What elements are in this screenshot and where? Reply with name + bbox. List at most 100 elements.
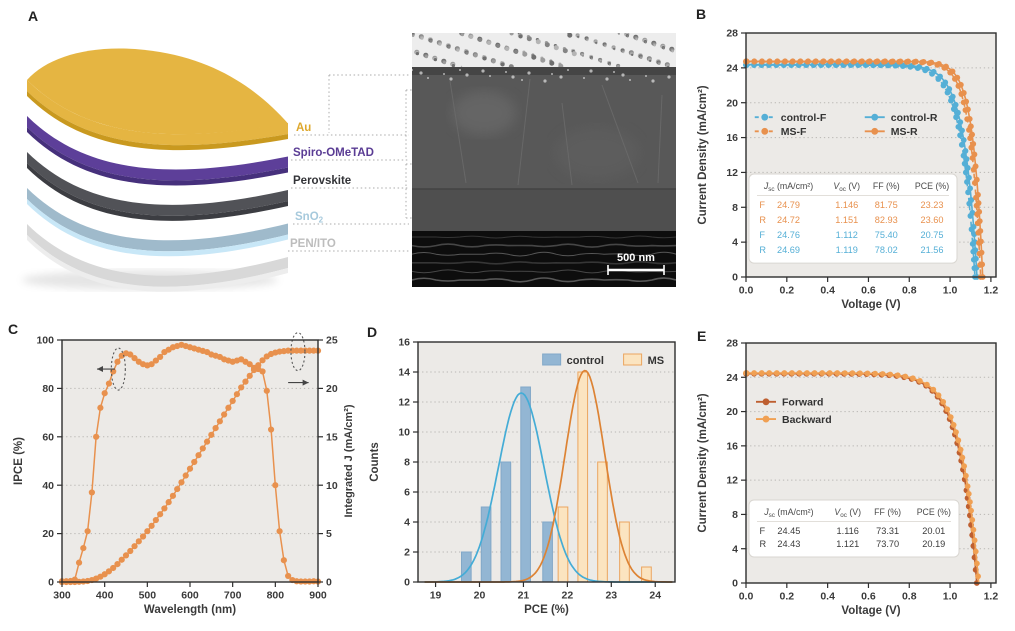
svg-text:Spiro-OMeTAD: Spiro-OMeTAD (293, 147, 374, 159)
svg-text:12: 12 (726, 475, 738, 487)
svg-text:8: 8 (732, 202, 738, 214)
svg-text:control-R: control-R (891, 112, 938, 124)
svg-text:25: 25 (326, 335, 338, 347)
svg-text:R: R (759, 245, 766, 255)
panel-c-letter: C (8, 321, 19, 337)
svg-text:21: 21 (518, 590, 530, 602)
svg-text:0.8: 0.8 (902, 591, 917, 603)
svg-text:23.23: 23.23 (921, 200, 944, 210)
svg-text:0: 0 (326, 577, 332, 589)
svg-text:28: 28 (726, 338, 738, 350)
svg-text:75.40: 75.40 (875, 230, 898, 240)
svg-text:82.93: 82.93 (875, 215, 898, 225)
svg-text:Current Density (mA/cm²): Current Density (mA/cm²) (697, 393, 709, 532)
svg-text:10: 10 (326, 480, 338, 492)
svg-text:Forward: Forward (782, 397, 823, 409)
svg-text:1.146: 1.146 (835, 200, 858, 210)
svg-text:28: 28 (726, 28, 738, 40)
panel-e-letter: E (697, 328, 707, 344)
svg-text:73.31: 73.31 (876, 526, 899, 536)
svg-text:12: 12 (398, 397, 410, 409)
svg-text:0.8: 0.8 (902, 285, 917, 297)
svg-text:24: 24 (649, 590, 661, 602)
svg-text:F: F (759, 200, 765, 210)
svg-text:Jsc (mA/cm²): Jsc (mA/cm²) (763, 507, 813, 519)
svg-text:600: 600 (181, 590, 199, 602)
svg-text:MS-R: MS-R (891, 126, 918, 138)
svg-text:1.119: 1.119 (836, 245, 858, 255)
svg-text:PCE (%): PCE (%) (915, 181, 949, 191)
svg-text:MS-F: MS-F (781, 126, 807, 138)
svg-text:Perovskite: Perovskite (293, 175, 351, 187)
svg-text:20: 20 (326, 383, 338, 395)
svg-text:Voc (V): Voc (V) (834, 507, 861, 519)
svg-text:22: 22 (562, 590, 574, 602)
panel-c-ipce-chart: 300 400 500 600 700 800 9000204060801000510152… (13, 332, 355, 616)
panel-e-jv-chart: Forward Backward Jsc (mA/cm²) Voc (V) FF (%)… (697, 338, 998, 617)
svg-text:21.56: 21.56 (921, 245, 944, 255)
svg-text:500: 500 (139, 590, 157, 602)
svg-text:0.6: 0.6 (861, 591, 876, 603)
svg-text:81.75: 81.75 (875, 200, 898, 210)
svg-text:0.0: 0.0 (739, 285, 754, 297)
svg-text:control-F: control-F (781, 112, 827, 124)
svg-text:20: 20 (474, 590, 486, 602)
svg-text:10: 10 (398, 427, 410, 439)
svg-text:IPCE (%): IPCE (%) (13, 437, 25, 485)
svg-text:24.72: 24.72 (777, 215, 800, 225)
device-stack-schematic: Au Spiro-OMeTAD Perovskite SnO2 PEN/ITO (22, 48, 412, 292)
svg-text:4: 4 (404, 517, 410, 529)
svg-text:1.116: 1.116 (837, 526, 859, 536)
svg-text:1.112: 1.112 (836, 230, 858, 240)
svg-text:0.6: 0.6 (861, 285, 876, 297)
svg-text:R: R (759, 215, 766, 225)
svg-text:19: 19 (430, 590, 442, 602)
svg-text:Wavelength (nm): Wavelength (nm) (144, 604, 236, 616)
svg-text:60: 60 (42, 431, 54, 443)
svg-text:15: 15 (326, 431, 338, 443)
panel-a-letter: A (28, 8, 39, 24)
svg-text:24.76: 24.76 (777, 230, 800, 240)
svg-text:300: 300 (53, 590, 71, 602)
svg-text:16: 16 (726, 440, 738, 452)
svg-text:40: 40 (42, 480, 54, 492)
panel-b-jv-chart: control-F control-R MS-F MS-R Jsc (mA/cm²) Vo… (697, 28, 998, 311)
svg-text:4: 4 (732, 237, 738, 249)
svg-text:24.79: 24.79 (777, 200, 800, 210)
svg-text:0.0: 0.0 (739, 591, 754, 603)
svg-text:78.02: 78.02 (875, 245, 898, 255)
svg-text:400: 400 (96, 590, 114, 602)
svg-text:4: 4 (732, 543, 738, 555)
svg-text:20.75: 20.75 (921, 230, 944, 240)
svg-text:SnO2: SnO2 (295, 211, 324, 225)
svg-text:1.121: 1.121 (836, 539, 859, 549)
svg-text:1.0: 1.0 (943, 285, 958, 297)
sem-scale-bar-label: 500 nm (617, 252, 655, 264)
svg-text:0.2: 0.2 (780, 591, 795, 603)
svg-text:700: 700 (224, 590, 242, 602)
svg-text:Jsc (mA/cm²): Jsc (mA/cm²) (763, 181, 813, 193)
svg-text:900: 900 (309, 590, 327, 602)
svg-text:PEN/ITO: PEN/ITO (290, 238, 336, 250)
svg-text:PCE (%): PCE (%) (524, 604, 569, 616)
svg-text:16: 16 (726, 132, 738, 144)
svg-text:8: 8 (404, 457, 410, 469)
sem-cross-section-image: 500 nm (412, 33, 676, 287)
svg-text:100: 100 (36, 335, 54, 347)
svg-text:0: 0 (48, 577, 54, 589)
svg-text:24.43: 24.43 (777, 539, 800, 549)
svg-text:20.19: 20.19 (922, 539, 945, 549)
svg-text:20.01: 20.01 (922, 526, 945, 536)
svg-text:6: 6 (404, 487, 410, 499)
panel-b-letter: B (696, 6, 707, 22)
svg-text:20: 20 (42, 528, 54, 540)
svg-text:0.2: 0.2 (780, 285, 795, 297)
svg-text:FF (%): FF (%) (873, 181, 900, 191)
svg-text:control: control (567, 355, 604, 367)
svg-text:5: 5 (326, 528, 332, 540)
svg-text:80: 80 (42, 383, 54, 395)
svg-text:14: 14 (398, 367, 410, 379)
svg-text:0.4: 0.4 (820, 285, 835, 297)
svg-text:0.4: 0.4 (820, 591, 835, 603)
